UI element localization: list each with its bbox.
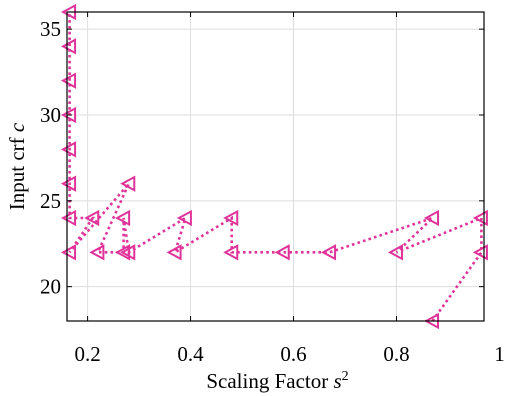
data-point-marker bbox=[60, 244, 77, 261]
data-point-marker bbox=[60, 175, 77, 192]
data-point-marker bbox=[223, 209, 239, 227]
data-point-marker bbox=[60, 106, 77, 124]
x-tick-label: 0.2 bbox=[74, 342, 100, 366]
x-axis-label-text: Scaling Factor bbox=[206, 369, 333, 393]
x-axis-label: Scaling Factor s2 bbox=[206, 369, 348, 393]
data-point-marker bbox=[120, 175, 136, 192]
data-point-marker bbox=[84, 209, 100, 227]
data-point-marker bbox=[472, 244, 488, 261]
data-point-marker bbox=[115, 209, 131, 227]
grid-lines bbox=[67, 12, 484, 321]
y-tick-label: 30 bbox=[40, 103, 61, 127]
data-point-marker bbox=[60, 141, 77, 158]
data-point-marker bbox=[223, 244, 239, 261]
x-axis-label-exponent: 2 bbox=[342, 369, 349, 384]
y-axis-label: Input crf c bbox=[5, 122, 29, 210]
data-point-marker bbox=[60, 38, 77, 55]
x-axis-label-symbol: s bbox=[333, 369, 341, 393]
x-tick-label: 1 bbox=[494, 342, 505, 366]
axis-ticks: 0.2 0.4 0.6 0.8 1 20 25 30 35 bbox=[40, 12, 505, 366]
data-point-marker bbox=[89, 244, 105, 261]
y-tick-label: 25 bbox=[40, 189, 61, 213]
data-point-marker bbox=[274, 244, 290, 261]
x-tick-label: 0.6 bbox=[280, 342, 306, 366]
data-point-marker bbox=[176, 209, 192, 227]
x-tick-label: 0.4 bbox=[177, 342, 204, 366]
data-point-marker bbox=[166, 244, 182, 261]
data-point-marker bbox=[60, 209, 77, 227]
plot-area-frame bbox=[66, 11, 485, 322]
y-tick-label: 35 bbox=[40, 17, 61, 41]
data-point-marker bbox=[472, 209, 488, 227]
data-point-marker bbox=[115, 244, 131, 261]
data-series bbox=[60, 3, 488, 330]
data-point-marker bbox=[423, 209, 440, 227]
y-axis-label-text: Input crf bbox=[5, 132, 29, 210]
y-axis-label-symbol: c bbox=[5, 122, 29, 132]
data-point-marker bbox=[60, 72, 77, 89]
data-point-marker bbox=[387, 244, 403, 261]
x-tick-label: 0.8 bbox=[383, 342, 409, 366]
data-point-marker bbox=[320, 244, 337, 261]
series-line bbox=[68, 12, 483, 322]
y-tick-label: 20 bbox=[40, 275, 61, 299]
